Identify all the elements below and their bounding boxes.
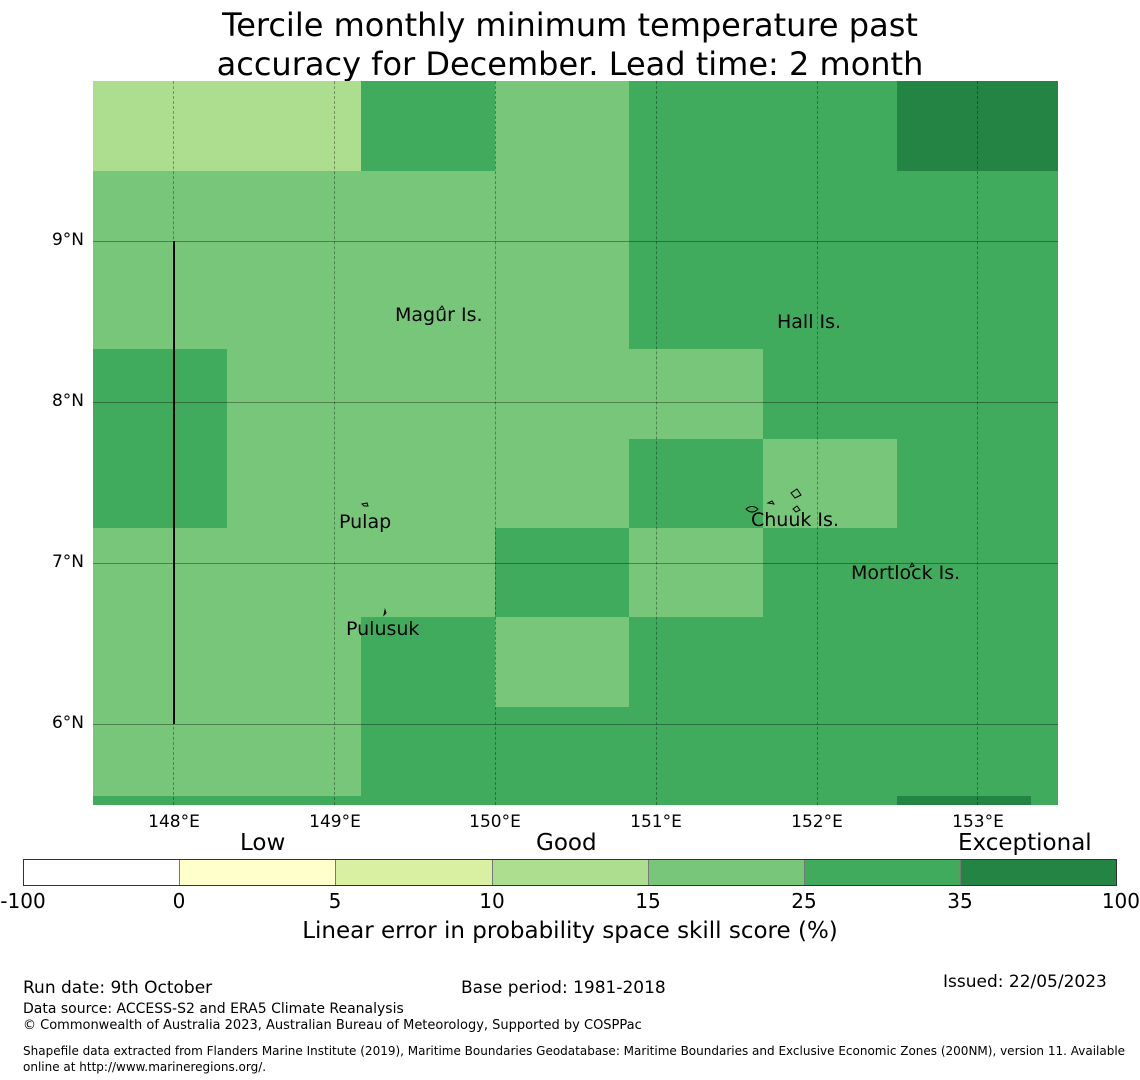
colorbar-segment (805, 860, 961, 885)
map-cell (629, 617, 1058, 707)
place-label-hall: Hall Is. (777, 311, 842, 333)
island-outline (766, 500, 776, 505)
lat-tick-label: 9°N (51, 230, 84, 250)
parallel-line (93, 241, 1058, 242)
lon-tick-label: 152°E (791, 812, 843, 832)
map-title-line-1: Tercile monthly minimum temperature past (222, 6, 918, 44)
map-cell (361, 81, 495, 171)
lat-tick-label: 8°N (51, 391, 84, 411)
skill-map: Magur Is. Hall Is. Pulap Chuuk Is. Mortl… (93, 81, 1058, 805)
colorbar-tick-label: 5 (328, 889, 342, 913)
lon-tick-label: 148°E (148, 812, 200, 832)
colorbar-title: Linear error in probability space skill … (302, 918, 838, 944)
colorbar-tick-label: 35 (947, 889, 973, 913)
copyright-notice: © Commonwealth of Australia 2023, Austra… (23, 1018, 642, 1033)
map-cell (629, 439, 763, 528)
data-source: Data source: ACCESS-S2 and ERA5 Climate … (23, 1001, 404, 1017)
map-cell (629, 81, 897, 349)
meridian-line (817, 81, 818, 805)
place-label-pulusuk: Pulusuk (346, 618, 420, 640)
colorbar-tick-label: 10 (479, 889, 505, 913)
parallel-line (93, 402, 1058, 403)
map-cell (93, 796, 361, 805)
map-cell (93, 81, 361, 171)
place-label-mortlock: Mortlock Is. (851, 562, 961, 584)
colorbar-segment (649, 860, 805, 885)
island-outline (792, 505, 801, 513)
colorbar-segment (336, 860, 493, 885)
issued-date: Issued: 22/05/2023 (943, 972, 1107, 992)
map-title-line-2: accuracy for December. Lead time: 2 mont… (216, 45, 924, 83)
lon-tick-label: 149°E (309, 812, 361, 832)
island-outline (383, 608, 387, 617)
map-cell (897, 81, 1058, 171)
map-cell (361, 707, 1058, 805)
meridian-line (334, 81, 335, 805)
lat-tick-label: 6°N (51, 713, 84, 733)
meridian-line (656, 81, 657, 805)
place-label-chuuk: Chuuk Is. (751, 509, 839, 531)
colorbar-segment (493, 860, 649, 885)
parallel-line (93, 724, 1058, 725)
map-cell (93, 349, 227, 528)
category-label-good: Good (536, 830, 597, 856)
meridian-line (977, 81, 978, 805)
coastline-overlay (173, 241, 915, 724)
colorbar-tick-label: 100 (1101, 889, 1140, 913)
colorbar-tick-label: 15 (635, 889, 661, 913)
run-date: Run date: 9th October (23, 978, 213, 998)
meridian-line (495, 81, 496, 805)
base-period: Base period: 1981-2018 (461, 978, 666, 998)
lon-tick-label: 151°E (630, 812, 682, 832)
island-outline (909, 562, 915, 568)
island-outline (745, 506, 759, 513)
colorbar-tick-label: -100 (0, 889, 46, 913)
parallel-line (93, 563, 1058, 564)
category-label-low: Low (240, 830, 286, 856)
island-outline (437, 305, 445, 311)
colorbar-segment (24, 860, 180, 885)
map-cell (361, 617, 495, 707)
map-cell (763, 349, 1058, 439)
colorbar (23, 859, 1117, 886)
map-cell (897, 171, 1058, 349)
place-label-magur: Magur Is. (395, 304, 483, 326)
lon-tick-label: 153°E (952, 812, 1004, 832)
island-outline (360, 502, 369, 507)
category-label-exceptional: Exceptional (958, 830, 1092, 856)
map-cell (897, 439, 1058, 528)
island-outline (790, 488, 802, 499)
place-label-pulap: Pulap (339, 511, 392, 533)
lat-tick-label: 7°N (51, 552, 84, 572)
colorbar-tick-label: 0 (172, 889, 186, 913)
map-cell (763, 528, 1058, 617)
colorbar-tick-label: 25 (791, 889, 817, 913)
lon-tick-label: 150°E (469, 812, 521, 832)
map-cell (495, 528, 629, 617)
shapefile-attribution: Shapefile data extracted from Flanders M… (23, 1044, 1126, 1074)
colorbar-segment (961, 860, 1116, 885)
colorbar-segment (180, 860, 336, 885)
map-cell (897, 796, 1031, 805)
